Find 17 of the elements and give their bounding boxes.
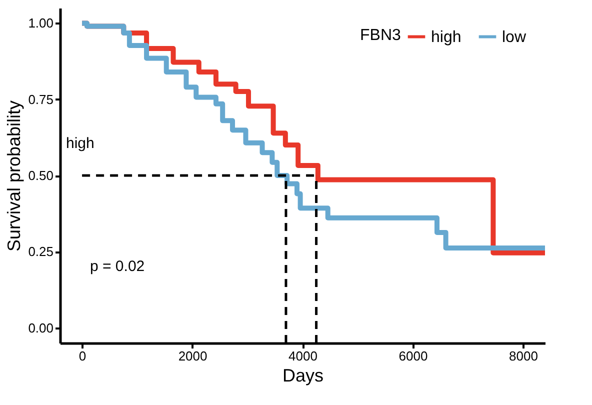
y-tick-label: 1.00	[28, 16, 54, 31]
x-axis-title: Days	[282, 366, 324, 386]
x-tick-label: 2000	[178, 348, 208, 364]
y-tick-label: 0.25	[28, 244, 54, 260]
y-axis-title: Survival probability	[4, 100, 24, 252]
legend-title: FBN3	[360, 27, 401, 44]
annotation: high	[66, 135, 94, 152]
y-tick-label: 0.50	[28, 168, 54, 183]
annotation: p = 0.02	[90, 258, 145, 275]
legend-label: low	[502, 28, 526, 46]
y-tick-label: 0.75	[28, 92, 54, 107]
x-tick-label: 6000	[398, 348, 428, 364]
legend-label: high	[431, 28, 462, 46]
y-tick-label: 0.00	[28, 320, 54, 336]
x-tick-label: 8000	[508, 348, 538, 364]
x-tick-label: 0	[78, 348, 86, 364]
x-tick-label: 4000	[288, 348, 318, 364]
